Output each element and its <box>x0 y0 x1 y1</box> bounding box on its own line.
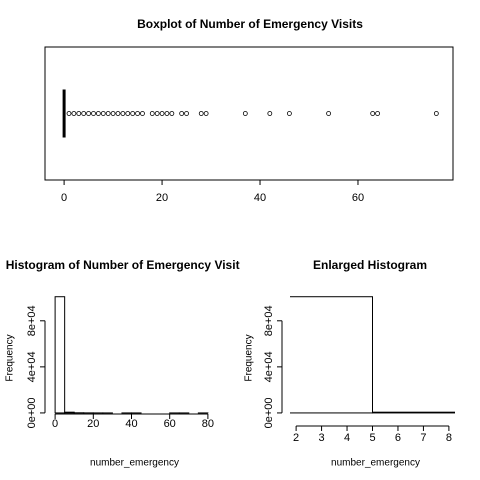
outlier <box>105 111 111 116</box>
bars <box>290 296 455 414</box>
x-tick-label: 3 <box>319 432 325 444</box>
outlier <box>370 111 376 116</box>
chart-title: Enlarged Histogram <box>313 258 427 272</box>
x-tick-label: 20 <box>87 418 99 430</box>
x-tick-label: 20 <box>156 192 168 204</box>
x-tick-label: 80 <box>202 418 214 430</box>
y-tick-label: 4e+04 <box>26 351 38 382</box>
outlier <box>95 111 101 116</box>
x-tick-label: 60 <box>164 418 176 430</box>
x-axis-label: number_emergency <box>90 458 179 469</box>
outlier <box>154 111 160 116</box>
outlier <box>433 111 439 116</box>
outlier <box>375 111 380 116</box>
outlier <box>125 111 131 116</box>
x-tick-label: 6 <box>395 432 401 444</box>
outlier <box>91 111 96 116</box>
x-tick-label: 60 <box>352 192 364 204</box>
outlier <box>110 111 116 116</box>
x-axis-label: number_emergency <box>331 458 420 469</box>
outlier <box>149 111 155 116</box>
outlier <box>66 111 72 116</box>
outlier <box>120 111 126 116</box>
chart-title: Histogram of Number of Emergency Visits <box>6 258 247 272</box>
x-tick-label: 7 <box>420 432 426 444</box>
bar <box>54 296 66 414</box>
outlier <box>169 111 175 116</box>
y-tick-label: 8e+04 <box>263 305 275 336</box>
outlier <box>267 111 273 116</box>
x-tick-label: 4 <box>344 432 350 444</box>
y-axis-label: Frequency <box>244 334 255 381</box>
outlier <box>198 111 204 116</box>
outlier <box>100 111 106 116</box>
bars <box>54 296 209 414</box>
outlier <box>76 111 82 116</box>
x-tick-label: 0 <box>61 192 67 204</box>
y-tick-label: 0e+00 <box>26 397 38 428</box>
plot-frame <box>44 46 454 181</box>
outlier <box>159 111 165 116</box>
outlier <box>164 111 170 116</box>
outlier <box>140 111 145 116</box>
y-axis-label: Frequency <box>5 334 16 381</box>
x-tick-label: 0 <box>52 418 58 430</box>
outlier <box>326 111 331 116</box>
outlier <box>184 111 189 116</box>
chart-title: Boxplot of Number of Emergency Visits <box>137 17 363 31</box>
outlier <box>115 111 121 116</box>
outlier <box>203 111 209 116</box>
x-tick-label: 8 <box>446 432 452 444</box>
bar <box>290 296 373 414</box>
outlier <box>71 111 77 116</box>
x-tick-label: 40 <box>125 418 137 430</box>
x-tick-label: 40 <box>254 192 266 204</box>
outlier <box>130 111 136 116</box>
outlier <box>179 111 185 116</box>
bar <box>372 411 455 414</box>
y-tick-label: 4e+04 <box>263 351 275 382</box>
outlier <box>86 111 91 116</box>
y-tick-label: 8e+04 <box>26 305 38 336</box>
outlier <box>242 111 248 116</box>
outlier <box>287 111 292 116</box>
y-tick-label: 0e+00 <box>263 397 275 428</box>
outlier <box>81 111 87 116</box>
x-tick-label: 2 <box>293 432 299 444</box>
bar <box>64 411 75 414</box>
outlier <box>135 111 140 116</box>
x-tick-label: 5 <box>369 432 375 444</box>
